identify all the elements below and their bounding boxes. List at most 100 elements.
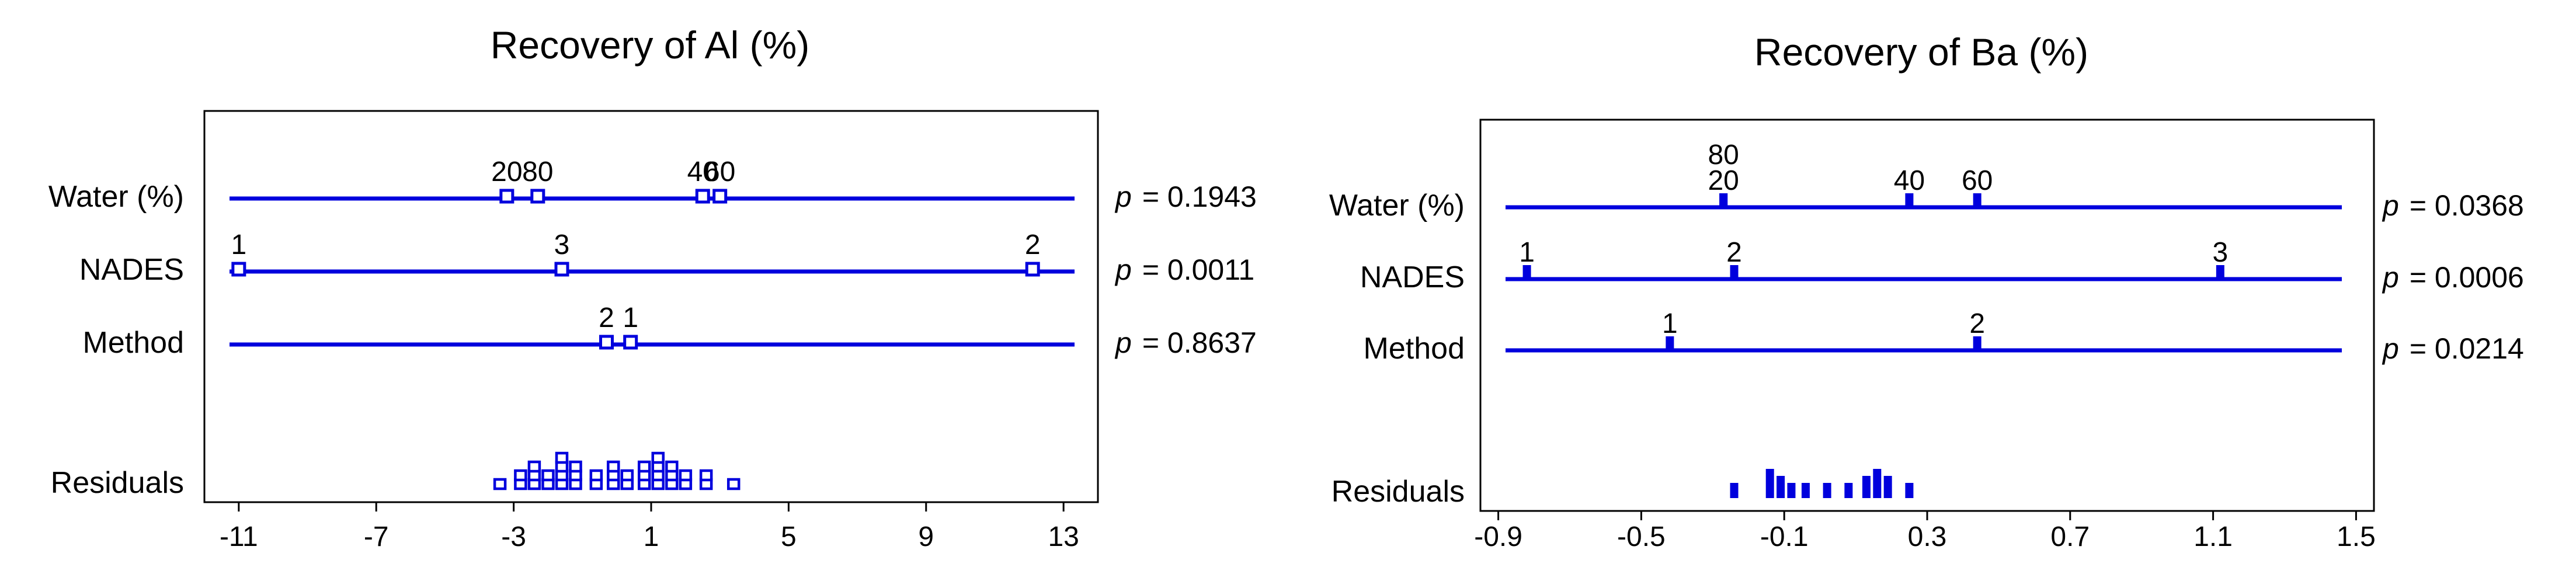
factor-label: Water (%) [1329, 189, 1465, 222]
residual-marker [493, 478, 507, 490]
level-label: 20 [491, 156, 522, 187]
residual-marker [1883, 476, 1892, 498]
x-tick-label: -0.1 [1760, 521, 1809, 552]
p-value-label: p = 0.0368 [2382, 189, 2524, 222]
p-value-label: p = 0.0006 [2382, 261, 2524, 294]
level-marker [231, 262, 246, 277]
x-tick-label: -11 [220, 521, 258, 552]
p-value-label: p = 0.0214 [2382, 332, 2524, 365]
level-marker [499, 189, 514, 204]
level-label: 60 [704, 156, 735, 187]
residual-marker [665, 460, 679, 473]
p-symbol: p [2382, 189, 2399, 222]
level-marker [530, 189, 545, 204]
level-label: 40 [687, 156, 718, 187]
residual-marker [1777, 476, 1785, 498]
factor-label: Method [83, 326, 184, 360]
level-label: 3 [554, 229, 570, 260]
x-tick-label: 1 [644, 521, 659, 552]
residual-marker [589, 469, 603, 482]
level-label: 2 [599, 302, 614, 333]
p-symbol: p [1114, 180, 1132, 213]
level-marker [599, 335, 614, 350]
residual-marker [726, 478, 741, 490]
level-label: 40 [1894, 165, 1925, 196]
residual-marker [699, 469, 713, 482]
level-marker [1905, 193, 1914, 207]
residual-marker [569, 460, 582, 473]
residual-marker [1765, 469, 1774, 498]
p-value: = 0.1943 [1142, 180, 1257, 213]
level-marker [1973, 336, 1981, 350]
residual-marker [1862, 476, 1871, 498]
x-tick-label: -0.9 [1474, 521, 1522, 552]
residual-marker [620, 469, 634, 482]
level-label: 1 [1519, 237, 1535, 268]
level-marker [554, 262, 569, 277]
x-tick-label: 0.7 [2050, 521, 2090, 552]
factor-label: Water (%) [48, 180, 184, 214]
plot-area: -0.9 -0.5 -0.1 0.3 0.7 1.1 1.5 Water (%) p = 0.03… [1329, 140, 2524, 552]
chart-ba: Recovery of Ba (%) -0.9 -0.5 -0.1 0.3 0.7 1.1… [1329, 30, 2524, 552]
level-label: 80 [522, 156, 553, 187]
level-marker [1730, 265, 1739, 279]
x-tick-label: 1.5 [2337, 521, 2376, 552]
p-symbol: p [2382, 261, 2399, 294]
residuals-label: Residuals [1332, 475, 1465, 509]
level-label: 2 [1726, 237, 1742, 268]
level-label: 1 [1662, 308, 1678, 339]
residual-marker [527, 460, 541, 473]
level-label: 1 [623, 302, 638, 333]
p-value: = 0.8637 [1142, 326, 1257, 359]
residual-marker [679, 469, 693, 482]
level-label: 2 [1025, 229, 1041, 260]
level-marker [623, 335, 638, 350]
residuals-label: Residuals [51, 466, 184, 500]
residual-marker [1801, 483, 1810, 498]
level-label: 60 [1962, 165, 1993, 196]
residual-marker [651, 451, 665, 464]
p-value-label: p = 0.8637 [1114, 326, 1257, 359]
level-label: 1 [231, 229, 246, 260]
residual-marker [1905, 483, 1914, 498]
residual-marker [1873, 469, 1882, 498]
x-tick-label: 9 [918, 521, 934, 552]
residual-marker [607, 460, 620, 473]
level-label: 3 [2212, 237, 2228, 268]
level-label: 20 [1708, 165, 1739, 196]
factor-label: NADES [79, 253, 184, 287]
p-value: = 0.0368 [2410, 189, 2524, 222]
p-value: = 0.0011 [1142, 253, 1254, 286]
level-marker [1025, 262, 1040, 277]
residual-marker [1787, 483, 1796, 498]
residual-marker [514, 469, 527, 482]
level-marker [1973, 193, 1981, 207]
plot-frame [203, 110, 1099, 503]
p-symbol: p [2382, 332, 2399, 365]
x-tick-label: 5 [781, 521, 797, 552]
residual-marker [541, 469, 555, 482]
level-marker [2216, 265, 2224, 279]
p-value: = 0.0006 [2410, 261, 2524, 294]
x-tick-label: 0.3 [1908, 521, 1947, 552]
p-value-label: p = 0.1943 [1114, 180, 1257, 213]
x-tick-label: 13 [1048, 521, 1079, 552]
factor-label: NADES [1360, 260, 1465, 294]
residual-marker [1730, 483, 1739, 498]
level-label: 80 [1708, 140, 1739, 171]
x-tick-label: 1.1 [2193, 521, 2233, 552]
residual-marker [1823, 483, 1831, 498]
p-symbol: p [1114, 326, 1132, 359]
level-marker [1719, 193, 1728, 207]
level-label: 2 [1969, 308, 1985, 339]
p-value: = 0.0214 [2410, 332, 2524, 365]
residual-marker [555, 451, 569, 464]
residual-marker [1844, 483, 1853, 498]
p-value-label: p = 0.0011 [1114, 253, 1254, 286]
plot-frame [1479, 119, 2375, 512]
level-marker [712, 189, 728, 204]
level-marker [1666, 336, 1674, 350]
x-tick-label: -0.5 [1617, 521, 1666, 552]
